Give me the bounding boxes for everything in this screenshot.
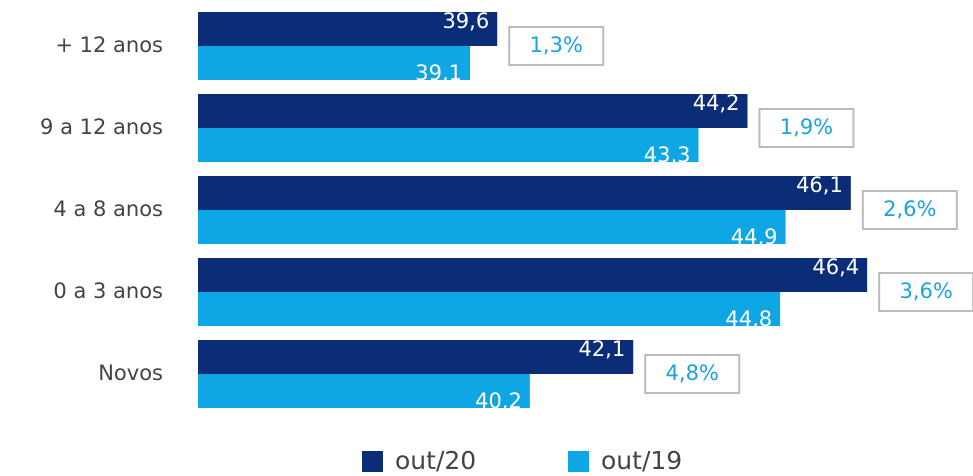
legend-label: out/20 bbox=[395, 446, 476, 475]
value-label: 44,8 bbox=[725, 307, 772, 331]
value-label: 39,1 bbox=[415, 61, 462, 85]
legend-label: out/19 bbox=[601, 446, 682, 475]
bar bbox=[198, 128, 699, 162]
annotation-box bbox=[508, 26, 605, 66]
value-label: 46,1 bbox=[796, 173, 843, 197]
value-label: 43,3 bbox=[644, 143, 691, 167]
annotation: 1,3% bbox=[530, 33, 583, 57]
value-label: 39,6 bbox=[442, 9, 489, 33]
bar bbox=[198, 94, 748, 128]
bar bbox=[198, 292, 781, 326]
legend-swatch bbox=[362, 451, 383, 472]
category-label: 0 a 3 anos bbox=[53, 279, 163, 303]
bar bbox=[198, 176, 851, 210]
annotation: 1,9% bbox=[780, 115, 833, 139]
annotation: 3,6% bbox=[899, 279, 952, 303]
category-label: + 12 anos bbox=[55, 33, 163, 57]
value-label: 44,2 bbox=[693, 91, 740, 115]
bar bbox=[198, 340, 634, 374]
bar bbox=[198, 12, 498, 46]
annotation: 2,6% bbox=[883, 197, 936, 221]
value-label: 40,2 bbox=[475, 389, 522, 413]
category-label: Novos bbox=[98, 361, 163, 385]
category-label: 4 a 8 anos bbox=[53, 197, 163, 221]
value-label: 46,4 bbox=[812, 255, 859, 279]
bar bbox=[198, 374, 530, 408]
annotation-box bbox=[644, 354, 741, 394]
bar bbox=[198, 210, 786, 244]
bar bbox=[198, 46, 471, 80]
category-label: 9 a 12 anos bbox=[40, 115, 163, 139]
annotation: 4,8% bbox=[666, 361, 719, 385]
annotation-box bbox=[758, 108, 855, 148]
value-label: 42,1 bbox=[578, 337, 625, 361]
value-label: 44,9 bbox=[731, 225, 778, 249]
annotation-box bbox=[878, 272, 973, 312]
bar bbox=[198, 258, 868, 292]
annotation-box bbox=[861, 190, 958, 230]
legend-swatch bbox=[568, 451, 589, 472]
